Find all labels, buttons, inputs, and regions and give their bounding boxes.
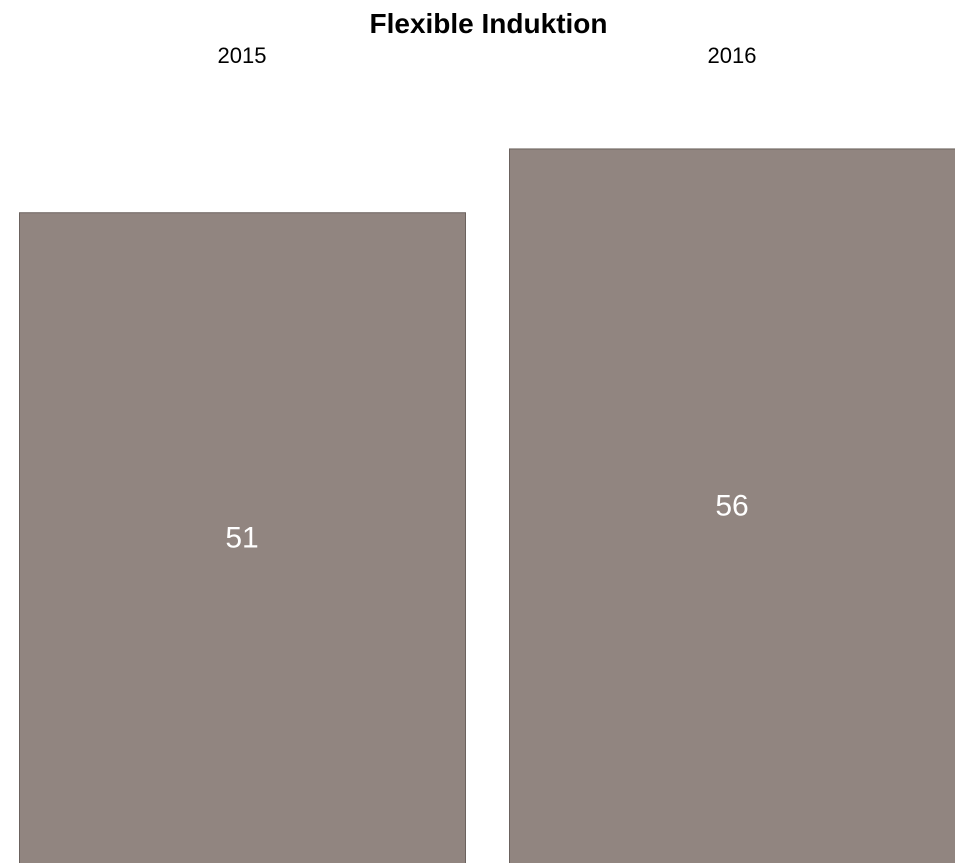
data-label-2016: 56 [715, 490, 748, 523]
bar-2015 [19, 212, 466, 863]
bar-2016 [509, 148, 955, 863]
category-label-2016: 2016 [708, 43, 757, 68]
data-label-2015: 51 [225, 522, 258, 555]
category-label-2015: 2015 [218, 43, 267, 68]
chart-title: Flexible Induktion [369, 8, 608, 39]
